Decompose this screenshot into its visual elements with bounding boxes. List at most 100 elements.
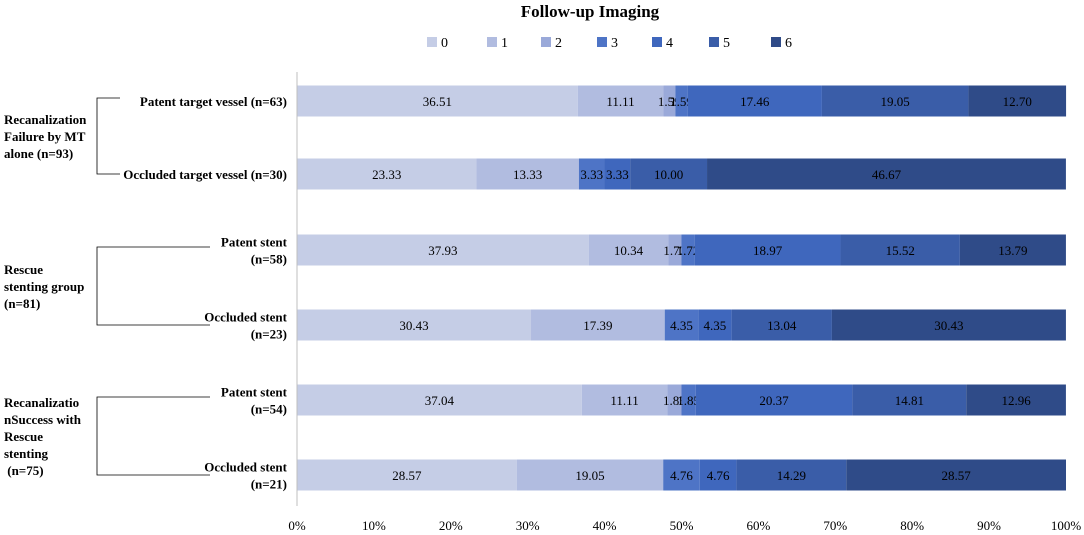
x-axis: 0% 10% 20% 30% 40% 50% 60% 70% 80% 90% 100% <box>288 72 1081 533</box>
data-label: 36.51 <box>423 94 452 109</box>
data-label: 13.04 <box>767 318 797 333</box>
data-label: 1.59 <box>658 94 681 109</box>
legend-swatch-4 <box>652 37 662 47</box>
data-label: 1.85 <box>677 393 700 408</box>
group-label: Recanalization Failure by MT alone (n=93) <box>4 112 87 161</box>
bar-segment <box>681 384 696 416</box>
data-label: 14.81 <box>895 393 924 408</box>
x-tick-label: 80% <box>900 518 924 533</box>
group-label: Recanalizatio nSuccess with Rescue stenting… <box>4 395 82 478</box>
x-tick-label: 10% <box>362 518 386 533</box>
x-tick-label: 90% <box>977 518 1001 533</box>
data-label: 20.37 <box>759 393 789 408</box>
data-label: 13.79 <box>998 243 1027 258</box>
bar-segment <box>581 384 668 416</box>
bar-segment <box>821 85 969 117</box>
x-tick-label: 60% <box>746 518 770 533</box>
x-tick-label: 70% <box>823 518 847 533</box>
legend-label-3: 3 <box>611 36 618 51</box>
row-labels: Patent target vessel (n=63) Occluded targ… <box>123 94 287 492</box>
bar-segment <box>698 309 732 341</box>
data-label: 30.43 <box>399 318 428 333</box>
x-tick-label: 40% <box>593 518 617 533</box>
bar-segment <box>707 158 1066 190</box>
bar-segment <box>846 459 1066 491</box>
bar-segment <box>297 158 477 190</box>
legend-swatch-5 <box>709 37 719 47</box>
data-label: 18.97 <box>753 243 783 258</box>
legend-swatch-6 <box>771 37 781 47</box>
data-label: 17.46 <box>740 94 770 109</box>
bar-segment <box>531 309 665 341</box>
bar-segment <box>297 85 578 117</box>
legend-label-4: 4 <box>666 36 673 51</box>
group-bracket <box>96 246 210 326</box>
legend-swatch-2 <box>541 37 551 47</box>
bar-segment <box>297 309 532 341</box>
bar-segment <box>664 309 699 341</box>
row-label: Occluded target vessel (n=30) <box>123 167 287 182</box>
data-label: 13.33 <box>513 167 542 182</box>
bar-segment <box>604 158 631 190</box>
legend-label-6: 6 <box>785 36 792 51</box>
data-label: 15.52 <box>886 243 915 258</box>
row-label: Patent stent (n=58) <box>221 235 288 267</box>
bar-segment <box>630 158 708 190</box>
data-label: 4.35 <box>704 318 727 333</box>
bar-segment <box>694 234 841 266</box>
bar-segment <box>516 459 664 491</box>
bar-segment <box>968 85 1067 117</box>
x-tick-label: 100% <box>1051 518 1082 533</box>
data-label: 1.72 <box>677 243 700 258</box>
bar-segment <box>687 85 822 117</box>
bar-segment <box>663 459 700 491</box>
data-label: 28.57 <box>392 468 422 483</box>
legend: 0 1 2 3 4 5 6 <box>427 36 792 51</box>
x-tick-label: 50% <box>670 518 694 533</box>
data-label: 4.35 <box>670 318 693 333</box>
bar-segment <box>297 384 582 416</box>
bar-segment <box>663 85 676 117</box>
group-label: Rescue stenting group (n=81) <box>4 262 84 311</box>
bar-segment <box>731 309 832 341</box>
data-label: 37.93 <box>428 243 457 258</box>
row-label: Patent target vessel (n=63) <box>140 94 287 109</box>
bar-segment <box>699 459 737 491</box>
data-label: 10.00 <box>654 167 683 182</box>
legend-label-5: 5 <box>723 36 730 51</box>
bar-segment <box>297 459 517 491</box>
bar-segment <box>668 234 682 266</box>
chart-title: Follow-up Imaging <box>521 2 660 21</box>
group-bracket <box>96 97 120 175</box>
legend-swatch-0 <box>427 37 437 47</box>
bar-segment <box>667 384 682 416</box>
data-label: 4.76 <box>707 468 730 483</box>
data-label: 3.33 <box>606 167 629 182</box>
data-label: 11.11 <box>610 393 638 408</box>
bar-segment <box>736 459 847 491</box>
bar-segment <box>681 234 695 266</box>
data-label: 3.33 <box>580 167 603 182</box>
data-label: 14.29 <box>777 468 806 483</box>
bar-segment <box>966 384 1066 416</box>
x-tick-label: 30% <box>516 518 540 533</box>
bar-segment <box>297 234 589 266</box>
data-label: 23.33 <box>372 167 401 182</box>
bar-segment <box>476 158 579 190</box>
row-label: Patent stent (n=54) <box>221 385 288 417</box>
data-label: 30.43 <box>934 318 963 333</box>
data-label: 46.67 <box>872 167 902 182</box>
data-label: 12.70 <box>1003 94 1032 109</box>
data-label: 1.72 <box>663 243 686 258</box>
data-label: 10.34 <box>614 243 644 258</box>
legend-swatch-1 <box>487 37 497 47</box>
data-label: 17.39 <box>583 318 612 333</box>
bar-segment <box>577 85 664 117</box>
data-label: 1.59 <box>670 94 693 109</box>
bar-segment <box>831 309 1066 341</box>
group-labels: Recanalization Failure by MT alone (n=93) R… <box>4 97 210 478</box>
data-label: 12.96 <box>1001 393 1031 408</box>
bar-segment <box>695 384 853 416</box>
legend-label-2: 2 <box>555 36 562 51</box>
